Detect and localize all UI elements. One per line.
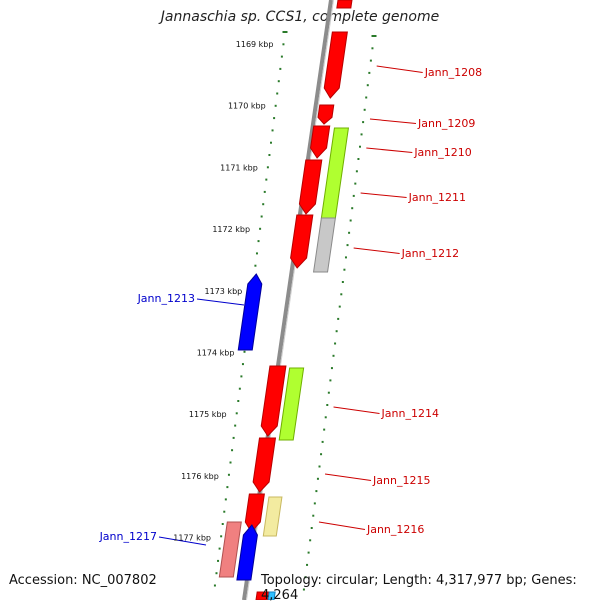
leader-line-forward (324, 473, 372, 481)
kbp-label: 1175 kbp (189, 410, 227, 419)
gene-label-forward: Jann_1211 (408, 191, 466, 204)
kbp-label: 1173 kbp (205, 287, 243, 296)
leader-line-forward (376, 65, 423, 73)
kbp-label: 1172 kbp (212, 225, 250, 234)
gene-red-arrow (244, 493, 265, 533)
gene-lime-box (278, 367, 305, 441)
kbp-label: 1171 kbp (220, 163, 258, 172)
leader-line-reverse (196, 298, 245, 306)
genome-title: Jannaschia sp. CCS1, complete genome (160, 9, 440, 25)
map-labels: 1169 kbp 1170 kbp 1171 kbp 1172 kbp 1173 kbp… (99, 40, 483, 543)
gene-red-arrow (310, 125, 331, 159)
gene-label-reverse: Jann_1217 (99, 530, 157, 543)
leader-line-forward (369, 118, 417, 124)
gene-label-forward: Jann_1209 (417, 117, 475, 130)
topology-label: Topology: circular; Length: 4,317,977 bp… (261, 573, 577, 603)
gene-label-forward: Jann_1215 (372, 474, 430, 487)
gene-red-partial (255, 591, 270, 600)
gene-red-arrow (290, 214, 314, 269)
leader-line-forward (366, 147, 413, 153)
kbp-label: 1170 kbp (228, 102, 266, 111)
gene-red-arrow (317, 104, 335, 125)
gene-label-forward: Jann_1216 (366, 523, 424, 536)
leader-line-reverse (158, 536, 207, 546)
gene-label-forward: Jann_1212 (401, 247, 459, 260)
gene-pink-box (218, 521, 242, 578)
gene-red-partial (336, 0, 353, 9)
leader-line-forward (353, 247, 400, 254)
kbp-label: 1174 kbp (197, 349, 235, 358)
gene-red-arrow (260, 365, 287, 437)
scale-ticks (213, 31, 377, 591)
gene-label-forward: Jann_1214 (381, 407, 439, 420)
label-leader-lines (158, 65, 423, 546)
leader-line-forward (333, 406, 380, 414)
gene-red-arrow (323, 31, 348, 99)
kbp-label: 1177 kbp (173, 534, 211, 543)
gene-cyan-partial (267, 591, 276, 600)
gene-blue-arrow (236, 524, 258, 581)
gene-label-reverse: Jann_1213 (137, 292, 195, 305)
gene-label-forward: Jann_1210 (413, 146, 471, 159)
gene-gray-box (312, 217, 336, 273)
gene-yellow-box (262, 496, 283, 537)
accession-label: Accession: NC_007802 (9, 573, 157, 588)
kbp-label: 1169 kbp (236, 40, 274, 49)
leader-line-forward (318, 521, 366, 530)
gene-features (218, 0, 353, 600)
kbp-label: 1176 kbp (181, 472, 219, 481)
leader-line-forward (360, 192, 407, 198)
gene-label-forward: Jann_1208 (424, 66, 482, 79)
gene-blue-arrow (237, 273, 263, 351)
gene-red-arrow (252, 437, 277, 493)
gene-red-arrow (298, 159, 323, 215)
